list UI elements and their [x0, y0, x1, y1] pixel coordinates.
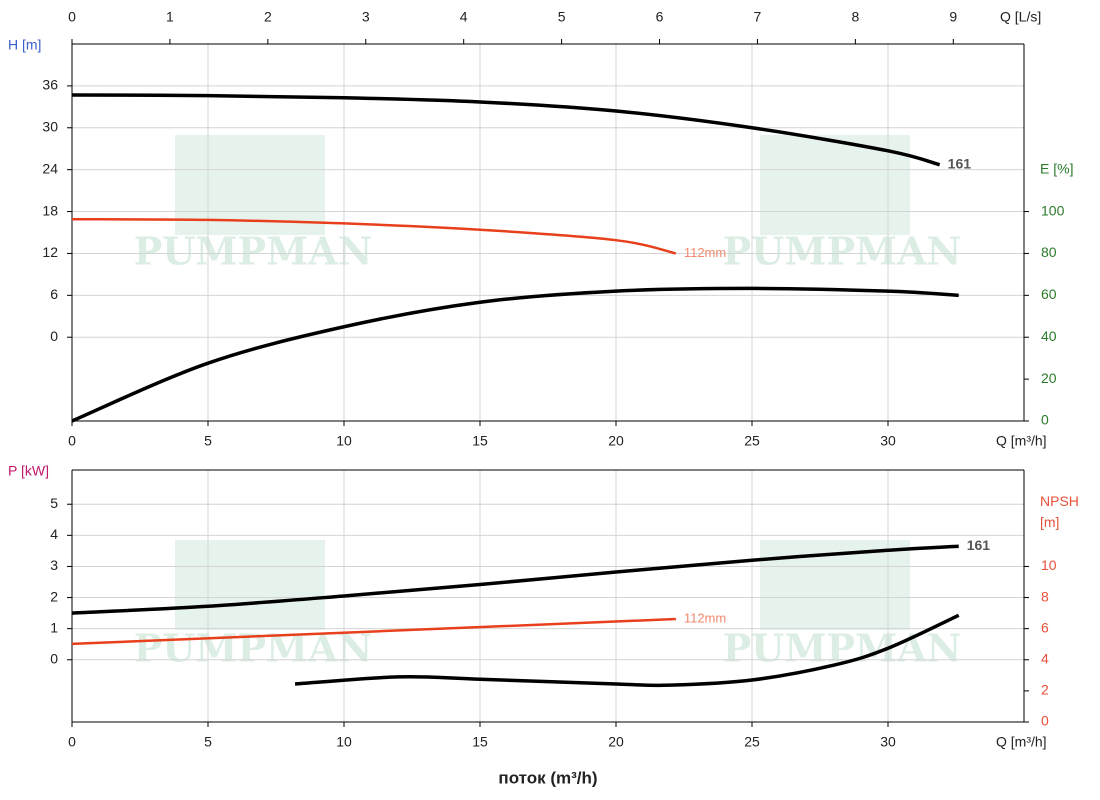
- x2-tick-label: 2: [264, 9, 272, 25]
- x-axis-label: Q [m³/h]: [996, 433, 1047, 449]
- y2-tick-label: 10: [1041, 557, 1057, 573]
- y2-tick-label: 60: [1041, 286, 1057, 302]
- x-tick-label: 15: [472, 734, 488, 750]
- x-tick-label: 20: [608, 734, 624, 750]
- curve: [71, 93, 941, 167]
- x-tick-label: 0: [68, 734, 76, 750]
- y2-tick-label: 80: [1041, 244, 1057, 260]
- x-tick-label: 5: [204, 734, 212, 750]
- x2-tick-label: 7: [754, 9, 762, 25]
- y-tick-label: 4: [50, 526, 58, 542]
- y-tick-label: 24: [42, 160, 58, 176]
- watermarks: PUMPMAN PUMPMAN PUMPMAN PUMPMAN: [134, 135, 962, 671]
- y-tick-label: 36: [42, 77, 58, 93]
- logo-shape: [175, 135, 325, 235]
- x-tick-label: 10: [336, 433, 352, 449]
- y2-tick-label: 20: [1041, 370, 1057, 386]
- y-tick-label: 18: [42, 202, 58, 218]
- logo-shape: [175, 540, 325, 630]
- y2-tick-label: 2: [1041, 682, 1049, 698]
- x-axis-label: Q [m³/h]: [996, 734, 1047, 750]
- curve-label: 161: [948, 155, 972, 171]
- y2-tick-label: 0: [1041, 412, 1049, 428]
- y-tick-label: 6: [50, 286, 58, 302]
- curve-label: 112mm: [684, 610, 726, 625]
- x-axis-title: поток (m³/h): [498, 768, 597, 787]
- x2-axis-label: Q [L/s]: [1000, 9, 1041, 25]
- curve: [71, 617, 676, 646]
- curve-label: 161: [967, 537, 991, 553]
- x-tick-label: 20: [608, 433, 624, 449]
- x-tick-label: 0: [68, 433, 76, 449]
- x2-tick-label: 8: [851, 9, 859, 25]
- curve-label: 112mm: [684, 245, 726, 260]
- y2-tick-label: 8: [1041, 588, 1049, 604]
- y2-tick-label: 40: [1041, 328, 1057, 344]
- y-tick-label: 2: [50, 588, 58, 604]
- x-tick-label: 10: [336, 734, 352, 750]
- y-tick-label: 30: [42, 118, 58, 134]
- x2-tick-label: 3: [362, 9, 370, 25]
- curve: [71, 217, 677, 255]
- curve: [71, 544, 959, 615]
- x2-tick-label: 6: [656, 9, 664, 25]
- curve: [71, 286, 959, 423]
- x2-tick-label: 5: [558, 9, 566, 25]
- x-tick-label: 25: [744, 433, 760, 449]
- y2-tick-label: 0: [1041, 713, 1049, 729]
- curve: [294, 613, 960, 688]
- y-tick-label: 3: [50, 557, 58, 573]
- x-tick-label: 25: [744, 734, 760, 750]
- y2-axis-label: E [%]: [1040, 160, 1073, 176]
- x2-tick-label: 1: [166, 9, 174, 25]
- y-tick-label: 12: [42, 244, 58, 260]
- x-tick-label: 30: [880, 433, 896, 449]
- x-tick-label: 5: [204, 433, 212, 449]
- y-tick-label: 1: [50, 619, 58, 635]
- y2-tick-label: 4: [1041, 650, 1049, 666]
- y-tick-label: 5: [50, 495, 58, 511]
- x2-tick-label: 0: [68, 9, 76, 25]
- x-tick-label: 30: [880, 734, 896, 750]
- x-tick-label: 15: [472, 433, 488, 449]
- y2-tick-label: 6: [1041, 619, 1049, 635]
- x2-tick-label: 4: [460, 9, 468, 25]
- x2-tick-label: 9: [949, 9, 957, 25]
- watermark: PUMPMAN: [134, 229, 373, 274]
- y2-axis-label: [m]: [1040, 514, 1059, 530]
- y-axis-label: H [m]: [8, 37, 41, 53]
- y-tick-label: 0: [50, 328, 58, 344]
- y2-tick-label: 100: [1041, 202, 1065, 218]
- y2-axis-label: NPSH: [1040, 493, 1079, 509]
- watermark: PUMPMAN: [723, 229, 962, 274]
- y-tick-label: 0: [50, 650, 58, 666]
- y-axis-label: P [kW]: [8, 463, 49, 479]
